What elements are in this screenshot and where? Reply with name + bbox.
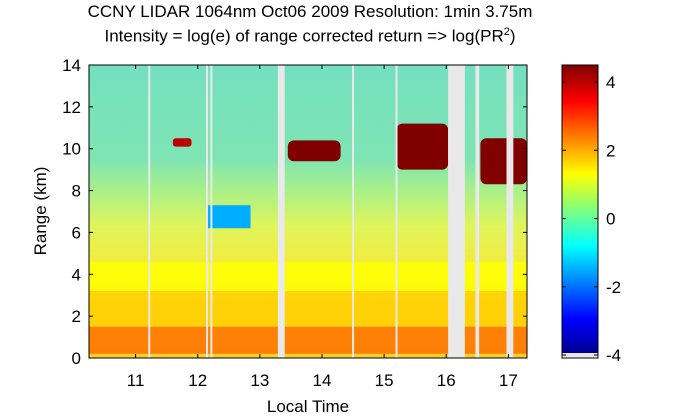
no-data-gap-0	[277, 65, 285, 358]
colorbar-tick-label-2: 2	[606, 141, 615, 160]
y-tick-label-0: 0	[72, 349, 81, 368]
y-tick-label-4: 4	[72, 265, 81, 284]
y-tick-label-14: 14	[62, 56, 81, 75]
x-tick-label-15: 15	[375, 371, 394, 390]
y-tick-label-10: 10	[62, 140, 81, 159]
colorbar-frame	[561, 64, 599, 359]
thin-data-gap-3	[352, 65, 355, 358]
cloud-6	[480, 138, 527, 185]
colorbar-tick-label-0: 0	[606, 210, 615, 229]
chart-title: CCNY LIDAR 1064nm Oct06 2009 Resolution:…	[87, 2, 533, 21]
y-tick-label-6: 6	[72, 223, 81, 242]
y-axis-label: Range (km)	[31, 167, 50, 256]
colorbar: -4 -2 0 2 4	[561, 64, 621, 365]
x-axis-label: Local Time	[267, 397, 349, 416]
x-tick-label-12: 12	[188, 371, 207, 390]
x-tick-label-16: 16	[437, 371, 456, 390]
chart-subtitle-prefix: Intensity = log(e) of range corrected re…	[104, 26, 504, 46]
y-tick-label-2: 2	[72, 307, 81, 326]
thin-data-gap-4	[395, 65, 398, 358]
y-tick-label-12: 12	[62, 98, 81, 117]
cloud-5	[396, 123, 449, 170]
clear-air-region-7	[207, 205, 251, 229]
no-data-gap-3	[506, 65, 514, 358]
chart-subtitle-superscript: 2	[503, 26, 510, 38]
no-data-gap-1	[448, 65, 465, 358]
cloud-3	[172, 138, 192, 147]
thin-data-gap-0	[148, 65, 151, 358]
colorbar-scale	[562, 65, 598, 355]
y-tick-label-8: 8	[72, 182, 81, 201]
x-tick-label-13: 13	[250, 371, 269, 390]
lidar-heatmap	[89, 65, 527, 358]
thin-data-gap-2	[210, 65, 213, 358]
no-data-gap-2	[475, 65, 480, 358]
x-tick-label-11: 11	[127, 371, 145, 390]
plot-frame	[88, 64, 528, 359]
colorbar-tick-label-4: 4	[606, 73, 615, 92]
cloud-4	[287, 140, 341, 162]
thin-data-gap-1	[206, 65, 209, 358]
colorbar-tick-label--4: -4	[606, 346, 621, 365]
colorbar-tick-label--2: -2	[606, 278, 621, 297]
colorbar-missing-swatch	[562, 353, 598, 358]
chart-subtitle-suffix: )	[509, 26, 516, 46]
x-tick-label-14: 14	[313, 371, 332, 390]
chart-subtitle: Intensity = log(e) of range corrected re…	[0, 26, 620, 47]
x-tick-label-17: 17	[499, 371, 518, 390]
